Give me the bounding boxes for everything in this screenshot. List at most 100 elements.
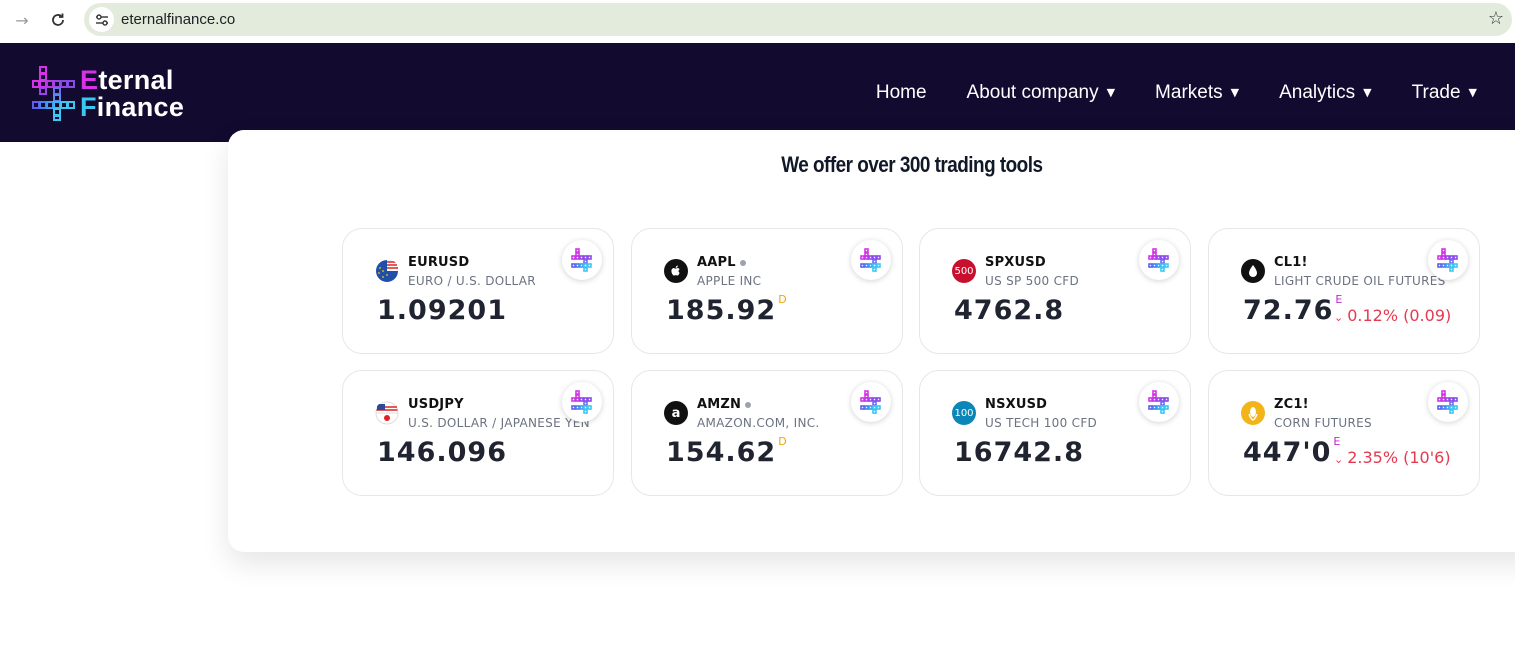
caret-down-icon[interactable]: ▼ <box>1106 86 1116 99</box>
caret-down-icon[interactable]: ▼ <box>1363 86 1372 99</box>
ticker-change-value: 0.12% (0.09) <box>1347 306 1452 325</box>
ticker-price-value: 154.62 <box>666 437 777 468</box>
caret-down-icon[interactable]: ▼ <box>1230 86 1240 99</box>
ticker-card-amzn[interactable]: a AMZN AMAZON.COM, INC. 154.62 D <box>631 370 903 496</box>
sp500-icon: 500 <box>952 259 976 283</box>
logo[interactable]: Eternal Finance <box>32 65 212 121</box>
brand-badge-icon[interactable] <box>1428 382 1468 422</box>
nav-trade-label[interactable]: Trade <box>1411 81 1461 103</box>
ticker-symbol-text[interactable]: NSXUSD <box>985 397 1048 412</box>
ticker-symbol-text[interactable]: AAPL <box>697 255 736 270</box>
apple-icon <box>664 259 688 283</box>
market-closed-dot-icon <box>739 259 746 266</box>
ticker-price: 154.62 D <box>666 435 788 468</box>
caret-down-icon[interactable]: ▼ <box>1468 86 1477 99</box>
delayed-badge: D <box>778 293 788 306</box>
ticker-symbol[interactable]: CL1! <box>1274 255 1308 270</box>
arrow-right-icon[interactable]: → <box>15 10 29 30</box>
nav-about-company[interactable]: About company ▼ <box>967 43 1116 142</box>
brand-badge-icon[interactable] <box>851 382 891 422</box>
tune-icon[interactable] <box>89 7 114 32</box>
nav-about-company-label[interactable]: About company <box>966 81 1099 103</box>
ticker-symbol[interactable]: AMZN <box>697 397 752 412</box>
ticker-symbol-text[interactable]: SPXUSD <box>985 255 1046 270</box>
ticker-symbol[interactable]: ZC1! <box>1274 397 1309 412</box>
ticker-symbol[interactable]: NSXUSD <box>985 397 1047 412</box>
nav-trade[interactable]: Trade ▼ <box>1412 43 1477 142</box>
star-icon[interactable]: ☆ <box>1487 8 1504 29</box>
brand-badge-icon[interactable] <box>1428 240 1468 280</box>
nav-home[interactable]: Home <box>875 43 927 142</box>
ticker-card-aapl[interactable]: AAPL APPLE INC 185.92 D <box>631 228 903 354</box>
oil-drop-icon <box>1241 259 1265 283</box>
reload-icon[interactable] <box>44 6 72 34</box>
end-of-day-badge: E <box>1335 293 1344 306</box>
brand-badge-icon[interactable] <box>1139 240 1179 280</box>
ticker-description: APPLE INC <box>697 274 762 288</box>
end-of-day-badge: E <box>1333 435 1342 448</box>
ticker-card-spxusd[interactable]: 500 SPXUSD US SP 500 CFD 4762.8 <box>919 228 1191 354</box>
delayed-badge: D <box>778 435 788 448</box>
address-bar[interactable]: eternalfinance.co ☆ <box>84 3 1512 36</box>
ticker-symbol[interactable]: USDJPY <box>408 397 464 412</box>
ticker-symbol-text[interactable]: CL1! <box>1274 255 1308 270</box>
ticker-description: AMAZON.COM, INC. <box>697 416 820 430</box>
section-title: We offer over 300 trading tools <box>0 152 1515 178</box>
brand-badge-icon[interactable] <box>562 382 602 422</box>
ticker-card-zc1[interactable]: ZC1! CORN FUTURES 447'0 E ⌄ 2.35% (10'6) <box>1208 370 1480 496</box>
chevron-down-icon: ⌄ <box>1334 311 1344 324</box>
main-nav: Home About company ▼ Markets ▼ Analytics… <box>875 43 1477 142</box>
amazon-icon: a <box>664 401 688 425</box>
ticker-price-value: 4762.8 <box>954 295 1065 326</box>
us-jp-flag-icon <box>375 401 399 425</box>
ticker-card-eurusd[interactable]: EURUSD EURO / U.S. DOLLAR 1.09201 <box>342 228 614 354</box>
ticker-price: 447'0 E <box>1243 435 1342 468</box>
brand-badge-icon[interactable] <box>851 240 891 280</box>
nav-analytics[interactable]: Analytics ▼ <box>1279 43 1372 142</box>
nav-markets-label[interactable]: Markets <box>1155 81 1223 103</box>
chevron-down-icon: ⌄ <box>1334 453 1344 466</box>
ticker-change: ⌄ 2.35% (10'6) <box>1334 448 1451 467</box>
ticker-symbol-text[interactable]: EURUSD <box>408 255 470 270</box>
ticker-card-nsxusd[interactable]: 100 NSXUSD US TECH 100 CFD 16742.8 <box>919 370 1191 496</box>
brand-badge-icon[interactable] <box>562 240 602 280</box>
ticker-description: CORN FUTURES <box>1274 416 1372 430</box>
corn-icon <box>1241 401 1265 425</box>
eu-us-flag-icon <box>375 259 399 283</box>
logo-wordmark: Eternal Finance <box>80 67 184 121</box>
ticker-description: LIGHT CRUDE OIL FUTURES <box>1274 274 1446 288</box>
ticker-symbol[interactable]: SPXUSD <box>985 255 1046 270</box>
brand-badge-icon[interactable] <box>1139 382 1179 422</box>
browser-toolbar: → eternalfinance.co ☆ <box>0 0 1515 43</box>
ticker-description: EURO / U.S. DOLLAR <box>408 274 536 288</box>
ticker-change: ⌄ 0.12% (0.09) <box>1334 306 1451 325</box>
ticker-description: US SP 500 CFD <box>985 274 1080 288</box>
nav-markets[interactable]: Markets ▼ <box>1155 43 1239 142</box>
logo-letter-e: E <box>80 65 99 95</box>
ticker-price-value: 1.09201 <box>377 295 507 326</box>
nav-analytics-label[interactable]: Analytics <box>1279 81 1356 103</box>
ticker-price-value: 447'0 <box>1243 437 1332 468</box>
section-title-text: We offer over 300 trading tools <box>781 152 1043 177</box>
logo-letter-f: F <box>80 92 97 122</box>
ticker-symbol[interactable]: EURUSD <box>408 255 469 270</box>
ticker-symbol-text[interactable]: AMZN <box>697 397 742 412</box>
ticker-price-value: 16742.8 <box>954 437 1084 468</box>
ticker-card-cl1[interactable]: CL1! LIGHT CRUDE OIL FUTURES 72.76 E ⌄ 0.12% … <box>1208 228 1480 354</box>
ticker-symbol[interactable]: AAPL <box>697 255 746 270</box>
ticker-price: 72.76 E <box>1243 293 1344 326</box>
logo-word-eternal: ternal <box>98 65 174 95</box>
ticker-symbol-text[interactable]: USDJPY <box>408 397 464 412</box>
url-text[interactable]: eternalfinance.co <box>121 11 236 28</box>
ticker-card-usdjpy[interactable]: USDJPY U.S. DOLLAR / JAPANESE YEN 146.096 <box>342 370 614 496</box>
ticker-price: 4762.8 <box>954 295 1064 326</box>
ticker-price: 185.92 D <box>666 293 788 326</box>
ticker-price: 16742.8 <box>954 437 1084 468</box>
ticker-symbol-text[interactable]: ZC1! <box>1274 397 1309 412</box>
nav-home-label[interactable]: Home <box>875 81 927 103</box>
ticker-price-value: 185.92 <box>666 295 777 326</box>
logo-word-finance: inance <box>96 92 185 122</box>
ticker-price-value: 146.096 <box>377 437 507 468</box>
logo-mark-icon <box>32 66 75 121</box>
site-header: Eternal Finance Home About company ▼ Mar… <box>0 43 1515 142</box>
